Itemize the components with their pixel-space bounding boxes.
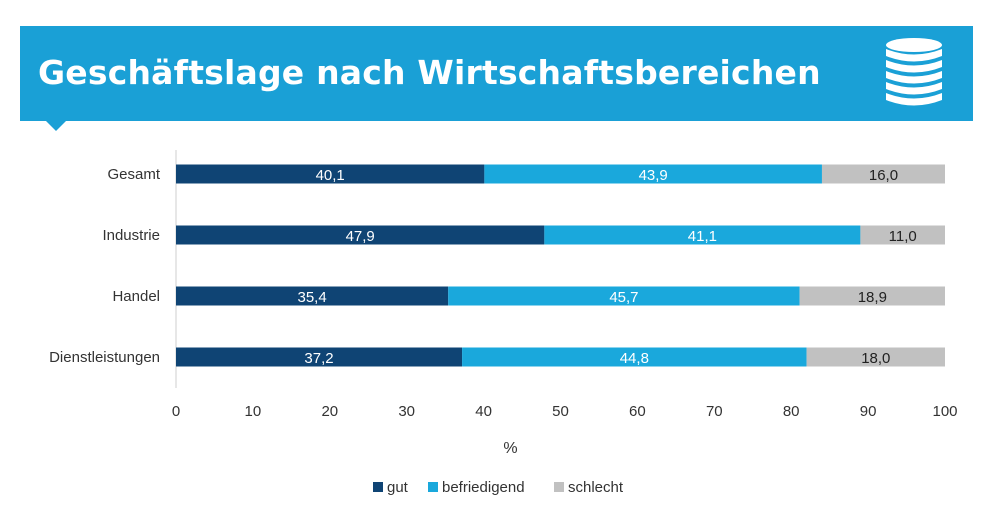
data-label: 47,9 bbox=[346, 228, 375, 245]
category-label: Industrie bbox=[102, 227, 160, 244]
x-tick-label: 10 bbox=[245, 403, 262, 420]
legend-label: befriedigend bbox=[442, 479, 525, 496]
x-tick-label: 20 bbox=[321, 403, 338, 420]
data-label: 44,8 bbox=[620, 350, 649, 367]
legend-label: schlecht bbox=[568, 479, 624, 496]
bar-segment-schlecht bbox=[799, 286, 945, 306]
header-pointer bbox=[46, 121, 66, 131]
category-label: Handel bbox=[112, 288, 160, 305]
chart-title: Geschäftslage nach Wirtschaftsbereichen bbox=[38, 53, 821, 92]
database-icon bbox=[886, 38, 942, 106]
x-tick-label: 100 bbox=[932, 403, 957, 420]
bar-segment-befriedigend bbox=[484, 164, 822, 184]
bar-segment-gut bbox=[176, 347, 463, 367]
data-label: 41,1 bbox=[688, 228, 717, 245]
legend-label: gut bbox=[387, 479, 409, 496]
x-axis-label: % bbox=[503, 440, 517, 457]
legend-swatch-schlecht bbox=[554, 482, 564, 492]
x-tick-label: 30 bbox=[398, 403, 415, 420]
x-tick-label: 80 bbox=[783, 403, 800, 420]
x-tick-label: 40 bbox=[475, 403, 492, 420]
data-label: 18,0 bbox=[861, 350, 890, 367]
data-label: 45,7 bbox=[609, 289, 638, 306]
chart-header: Geschäftslage nach Wirtschaftsbereichen bbox=[20, 26, 973, 121]
bar-segment-befriedigend bbox=[544, 225, 861, 245]
x-tick-label: 60 bbox=[629, 403, 646, 420]
x-tick-label: 70 bbox=[706, 403, 723, 420]
data-label: 40,1 bbox=[316, 167, 345, 184]
bar-segment-gut bbox=[176, 286, 449, 306]
bar-segment-befriedigend bbox=[448, 286, 800, 306]
data-label: 43,9 bbox=[639, 167, 668, 184]
data-label: 18,9 bbox=[858, 289, 887, 306]
x-tick-label: 50 bbox=[552, 403, 569, 420]
data-label: 37,2 bbox=[304, 350, 333, 367]
data-label: 16,0 bbox=[869, 167, 898, 184]
bar-segment-schlecht bbox=[860, 225, 945, 245]
legend-swatch-befriedigend bbox=[428, 482, 438, 492]
x-tick-label: 0 bbox=[172, 403, 180, 420]
data-label: 11,0 bbox=[889, 228, 917, 245]
bar-segment-schlecht bbox=[821, 164, 945, 184]
bar-segment-schlecht bbox=[806, 347, 945, 367]
data-label: 35,4 bbox=[298, 289, 327, 306]
bar-segment-gut bbox=[176, 225, 545, 245]
legend-swatch-gut bbox=[373, 482, 383, 492]
bar-segment-befriedigend bbox=[462, 347, 807, 367]
category-label: Gesamt bbox=[107, 166, 160, 183]
bar-segment-gut bbox=[176, 164, 485, 184]
x-tick-label: 90 bbox=[860, 403, 877, 420]
category-label: Dienstleistungen bbox=[49, 349, 160, 366]
